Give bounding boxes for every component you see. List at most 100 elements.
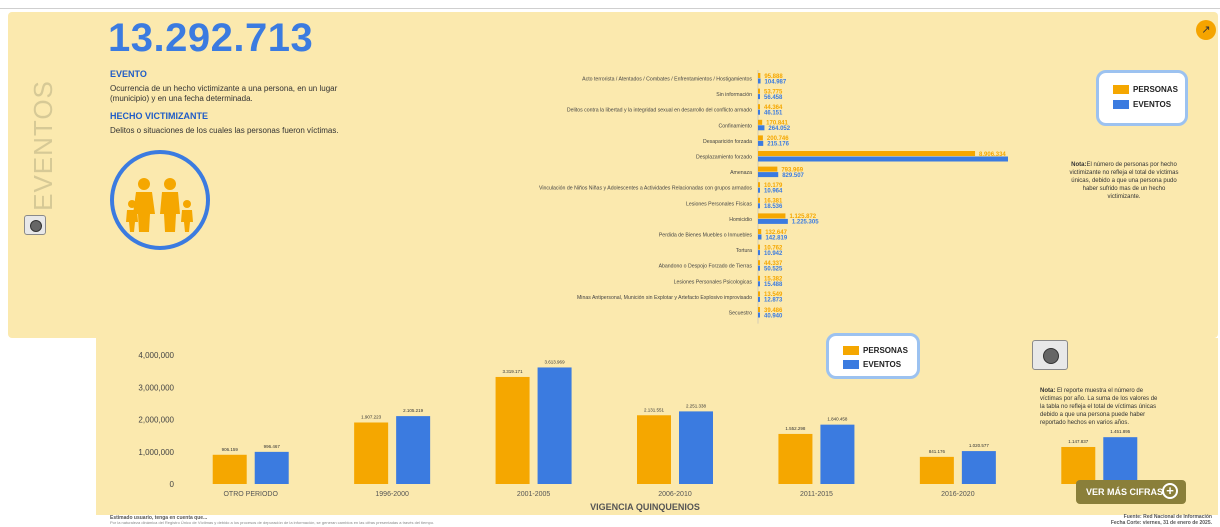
top-divider [0, 8, 1220, 9]
h-bar-personas [758, 119, 763, 125]
total-events-number: 13.292.713 [108, 16, 314, 60]
legend-eventos-swatch [1113, 100, 1129, 109]
h-category-label: Minas Antipersonal, Munición sin Explota… [577, 295, 752, 301]
h-bar-eventos [758, 250, 760, 256]
v-bar-personas [212, 454, 247, 484]
footer-notice-title: Estimado usuario, tenga en cuenta que... [110, 515, 208, 521]
v-bar-value-label: 3.319.171 [503, 369, 524, 374]
h-bar-eventos [758, 140, 764, 146]
h-bar-value-label: 829.507 [782, 173, 804, 179]
v-bar-value-label: 1.907.223 [361, 414, 382, 419]
v-bar-personas [637, 415, 671, 484]
x-tick-label: 2011-2015 [800, 491, 833, 498]
h-bar-eventos [758, 109, 760, 115]
h-bar-eventos [758, 78, 761, 84]
h-bar-eventos [758, 125, 765, 131]
x-tick-label: OTRO PERIODO [223, 491, 278, 498]
legend-eventos-label: EVENTOS [1133, 100, 1172, 109]
h-bar-personas [758, 229, 762, 234]
legend-eventos-bottom-label: EVENTOS [863, 360, 902, 369]
h-bar-eventos [758, 312, 760, 318]
hecho-text: Delitos o situaciones de los cuales las … [110, 126, 339, 135]
bottom-note-text: El reporte muestra el número de víctimas… [1040, 388, 1158, 426]
h-bar-eventos [758, 296, 760, 302]
evento-text: Ocurrencia de un hecho victimizante a un… [110, 84, 338, 103]
h-bar-eventos [758, 281, 760, 287]
top-note-text: El número de personas por hecho victimiz… [1069, 162, 1179, 200]
x-tick-label: 2016-2020 [941, 491, 975, 498]
h-bar-personas [758, 213, 786, 219]
h-bar-value-label: 15.488 [764, 282, 783, 288]
x-tick-label: 2001-2005 [517, 491, 551, 498]
v-bar-eventos [820, 424, 855, 484]
h-bar-personas [758, 307, 760, 312]
hecho-title: HECHO VICTIMIZANTE [110, 111, 208, 121]
h-bar-personas [758, 291, 760, 297]
h-bar-value-label: 142.819 [765, 235, 787, 241]
camera-icon[interactable] [1032, 340, 1068, 370]
y-tick-label: 0 [170, 480, 175, 489]
y-tick-label: 4,000,000 [138, 351, 174, 360]
camera-icon[interactable] [24, 215, 46, 235]
x-axis-title: VIGENCIA QUINQUENIOS [590, 502, 700, 512]
h-bar-personas [758, 260, 760, 266]
h-category-label: Confinamiento [719, 123, 753, 129]
legend-personas-label: PERSONAS [1133, 85, 1178, 94]
h-category-label: Lesiones Personales Psicologicas [674, 279, 753, 285]
y-tick-label: 3,000,000 [138, 383, 174, 392]
h-bar-personas [758, 73, 761, 78]
footer-source: Fuente: Red Nacional de Información [1123, 514, 1212, 520]
h-bar-value-label: 16.381 [764, 199, 783, 205]
h-bar-value-label: 8.906.334 [979, 152, 1006, 158]
y-tick-label: 2,000,000 [138, 416, 174, 425]
v-bar-value-label: 1.020.577 [969, 443, 990, 448]
h-bar-value-label: 10.179 [764, 183, 783, 189]
h-category-label: Sin información [716, 92, 752, 98]
camera-lens [30, 220, 42, 232]
v-bar-eventos [537, 367, 572, 484]
h-bar-eventos [758, 203, 760, 209]
v-bar-value-label: 2.251.338 [686, 403, 707, 408]
h-bar-value-label: 132.647 [765, 230, 787, 236]
v-bar-eventos [254, 451, 289, 484]
h-bar-value-label: 104.987 [765, 79, 787, 85]
h-bar-personas [758, 275, 760, 281]
x-tick-label: 1996-2000 [375, 491, 409, 498]
h-bar-personas [758, 166, 778, 172]
h-category-label: Desaparición forzada [703, 139, 752, 145]
v-bar-value-label: 1.840.458 [827, 417, 848, 422]
legend-bubble-top: PERSONAS EVENTOS [1096, 70, 1188, 126]
h-bar-personas [758, 104, 760, 110]
external-link-icon[interactable]: ↗ [1196, 20, 1216, 40]
v-bar-value-label: 996.467 [264, 444, 281, 449]
h-bar-value-label: 18.536 [764, 204, 783, 210]
quinquennium-bar-chart: 4,000,000 3,000,000 2,000,000 1,000,000 0 906… [138, 351, 1138, 512]
h-category-label: Lesiones Personales Físicas [686, 201, 752, 207]
bottom-note: Nota: El reporte muestra el número de ví… [1040, 387, 1160, 427]
h-bar-value-label: 53.775 [764, 89, 783, 95]
h-bar-value-label: 1.125.872 [789, 214, 816, 220]
ver-mas-cifras-button[interactable]: VER MÁS CIFRAS + [1076, 480, 1186, 504]
h-bar-value-label: 793.969 [781, 167, 803, 173]
h-bar-value-label: 50.525 [764, 267, 783, 273]
h-bar-personas [758, 182, 760, 188]
h-bar-eventos [758, 218, 788, 224]
h-bar-eventos [758, 156, 1008, 162]
y-tick-label: 1,000,000 [138, 448, 174, 457]
v-bar-value-label: 3.613.969 [545, 359, 566, 364]
h-bar-value-label: 215.176 [767, 142, 789, 148]
h-bar-personas [758, 135, 763, 141]
legend-personas-bottom-label: PERSONAS [863, 346, 908, 355]
h-bar-value-label: 10.762 [764, 245, 783, 251]
x-tick-label: 2006-2010 [658, 491, 692, 498]
h-bar-value-label: 44.364 [764, 105, 783, 111]
v-bar-value-label: 1.147.837 [1068, 439, 1089, 444]
legend-eventos-bottom-swatch [843, 360, 859, 369]
v-bar-eventos [1103, 437, 1138, 484]
legend-bubble-bottom: PERSONAS EVENTOS [826, 333, 920, 379]
v-bar-personas [1061, 446, 1096, 484]
legend-personas-bottom-swatch [843, 346, 859, 355]
h-bar-value-label: 10.942 [764, 251, 783, 257]
h-category-label: Perdida de Bienes Muebles o Inmuebles [659, 233, 753, 239]
h-bar-value-label: 44.337 [764, 261, 783, 267]
